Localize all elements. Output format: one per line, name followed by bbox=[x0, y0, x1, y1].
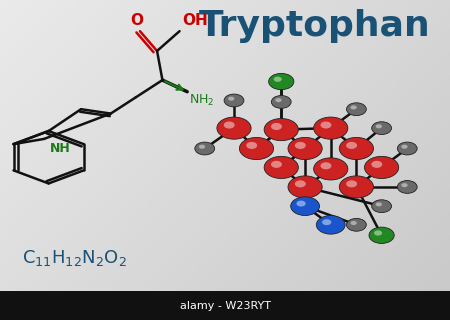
Circle shape bbox=[369, 227, 394, 244]
Circle shape bbox=[322, 219, 331, 225]
Circle shape bbox=[217, 117, 251, 139]
Circle shape bbox=[295, 142, 306, 149]
Circle shape bbox=[271, 161, 282, 168]
Circle shape bbox=[401, 183, 408, 187]
Circle shape bbox=[372, 200, 392, 212]
Circle shape bbox=[316, 215, 345, 234]
Circle shape bbox=[372, 122, 392, 134]
Circle shape bbox=[195, 142, 215, 155]
Circle shape bbox=[339, 176, 374, 198]
Circle shape bbox=[351, 221, 357, 225]
Circle shape bbox=[397, 142, 417, 155]
Circle shape bbox=[275, 98, 282, 102]
Circle shape bbox=[291, 197, 319, 215]
Circle shape bbox=[364, 156, 399, 179]
Circle shape bbox=[376, 202, 382, 206]
Text: Tryptophan: Tryptophan bbox=[199, 9, 431, 43]
Circle shape bbox=[224, 94, 244, 107]
Circle shape bbox=[346, 142, 357, 149]
Text: OH: OH bbox=[182, 13, 207, 28]
Circle shape bbox=[346, 218, 366, 231]
Circle shape bbox=[314, 158, 348, 180]
Text: O: O bbox=[130, 13, 143, 28]
Circle shape bbox=[288, 176, 322, 198]
Circle shape bbox=[297, 201, 306, 206]
Circle shape bbox=[314, 117, 348, 139]
Circle shape bbox=[271, 123, 282, 130]
Circle shape bbox=[401, 145, 408, 149]
Circle shape bbox=[320, 122, 332, 129]
Circle shape bbox=[371, 161, 382, 168]
Text: $\mathsf{NH_2}$: $\mathsf{NH_2}$ bbox=[189, 93, 215, 108]
Circle shape bbox=[239, 138, 274, 160]
Circle shape bbox=[199, 145, 205, 149]
Circle shape bbox=[274, 77, 282, 82]
Circle shape bbox=[376, 124, 382, 128]
Text: $\mathsf{C_{11}H_{12}N_2O_2}$: $\mathsf{C_{11}H_{12}N_2O_2}$ bbox=[22, 248, 127, 268]
Circle shape bbox=[288, 138, 322, 160]
Circle shape bbox=[295, 180, 306, 188]
Text: NH: NH bbox=[50, 142, 70, 155]
Circle shape bbox=[346, 103, 366, 116]
Circle shape bbox=[351, 105, 357, 109]
Circle shape bbox=[271, 95, 291, 108]
Circle shape bbox=[397, 180, 417, 193]
Circle shape bbox=[228, 97, 234, 101]
Circle shape bbox=[320, 162, 332, 169]
Circle shape bbox=[339, 138, 374, 160]
Circle shape bbox=[374, 230, 382, 236]
Circle shape bbox=[264, 156, 298, 179]
Circle shape bbox=[224, 122, 235, 129]
Circle shape bbox=[264, 118, 298, 141]
Text: alamy - W23RYT: alamy - W23RYT bbox=[180, 300, 270, 311]
Circle shape bbox=[246, 142, 257, 149]
Circle shape bbox=[269, 73, 294, 90]
Circle shape bbox=[346, 180, 357, 188]
